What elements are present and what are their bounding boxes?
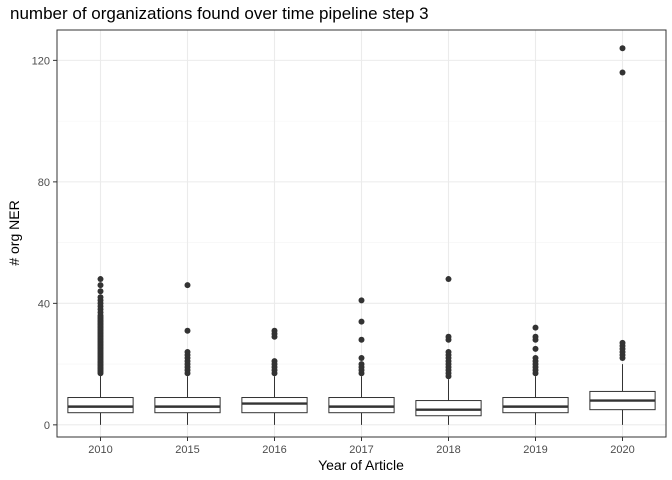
x-tick-label: 2015 [175,444,199,456]
box-rect [415,400,482,417]
outlier-point [532,324,539,331]
x-tick-label: 2019 [523,444,547,456]
box-2015 [154,282,221,425]
box-2020 [589,45,656,425]
outlier-point [184,327,191,334]
outlier-point [445,333,452,340]
x-axis-title: Year of Article [318,457,404,473]
box-rect [502,397,569,414]
outlier-point [358,336,365,343]
x-tick-label: 2018 [436,444,460,456]
outlier-point [271,358,278,365]
y-tick-label: 40 [38,298,50,310]
x-tick-label: 2020 [610,444,634,456]
y-tick-label: 0 [44,420,50,432]
box-rect [67,397,134,414]
boxes [67,45,656,425]
outlier-point [184,348,191,355]
x-tick-label: 2017 [349,444,373,456]
box-rect [154,397,221,414]
outlier-point [358,355,365,362]
outlier-point [619,69,626,76]
outlier-point [97,288,104,295]
outlier-point [619,45,626,52]
box-rect [241,397,308,414]
outlier-point [184,282,191,289]
outlier-point [97,282,104,289]
outlier-point [97,276,104,283]
outlier-point [358,361,365,368]
box-rect [328,397,395,414]
chart-title: number of organizations found over time … [10,4,429,23]
outlier-point [358,297,365,304]
y-axis: 0 40 80 120 [32,55,57,432]
outlier-point [271,327,278,334]
x-tick-label: 2010 [88,444,112,456]
outlier-point [358,318,365,325]
y-tick-label: 80 [38,177,50,189]
outlier-point [532,355,539,362]
box-2017 [328,297,395,425]
box-2019 [502,324,569,425]
outlier-point [532,345,539,352]
y-tick-label: 120 [32,55,50,67]
box-2010 [67,276,134,425]
outlier-point [445,348,452,355]
outlier-point [445,276,452,283]
x-tick-label: 2016 [262,444,286,456]
box-2016 [241,327,308,425]
y-axis-title: # org NER [6,200,22,265]
outlier-point [532,333,539,340]
box-2018 [415,276,482,425]
x-axis: 2010 2015 2016 2017 2018 2019 2020 [88,437,635,456]
outlier-point [619,339,626,346]
outlier-point [97,294,104,301]
